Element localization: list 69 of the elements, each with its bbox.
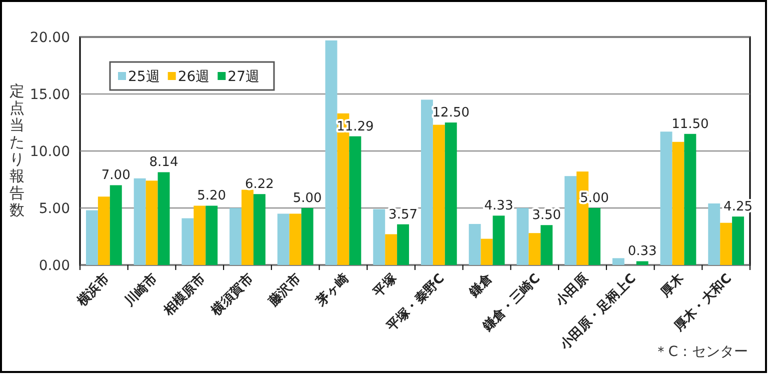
bar [468, 224, 481, 265]
bar [564, 176, 577, 265]
bar [540, 225, 553, 265]
y-axis-title: 定点当たり報告数 [10, 82, 24, 219]
data-label: 0.33 [628, 244, 657, 260]
bar [301, 208, 314, 265]
x-tick-label: 茅ヶ崎 [312, 270, 352, 310]
legend-label: 27週 [228, 69, 260, 85]
bar [349, 136, 362, 265]
bar [528, 233, 541, 265]
bar [242, 190, 254, 265]
x-tick-label: 川崎市 [121, 270, 161, 310]
data-label: 11.50 [672, 116, 709, 132]
bar [277, 214, 290, 265]
bar [158, 172, 170, 265]
bar [206, 206, 218, 265]
bar [385, 234, 398, 265]
bar [444, 122, 457, 265]
bar [325, 40, 338, 265]
bar [86, 210, 98, 265]
bar [98, 196, 110, 265]
legend-label: 26週 [178, 69, 210, 85]
y-tick-label: 20.00 [30, 30, 70, 46]
bar [516, 208, 529, 265]
bar [732, 216, 744, 265]
data-label: 8.14 [149, 155, 178, 170]
x-tick-label: 相模原市 [160, 270, 208, 320]
y-tick-label: 5.00 [38, 201, 70, 217]
data-label: 3.50 [532, 208, 562, 224]
bar [720, 222, 732, 265]
bar [420, 100, 433, 265]
bar [289, 214, 302, 265]
data-label: 5.00 [292, 191, 322, 206]
bar [397, 224, 410, 265]
bar [146, 180, 158, 265]
bar [134, 178, 146, 265]
data-label: 5.20 [197, 188, 226, 204]
text: ＊C：センター [654, 344, 748, 360]
data-label: 3.57 [388, 207, 418, 222]
data-label: 12.50 [432, 106, 470, 120]
x-tick-label: 平塚 [370, 270, 401, 301]
y-tick-label: 0.00 [38, 258, 70, 274]
bar [708, 203, 720, 265]
bar [492, 216, 505, 265]
x-tick-label: 藤沢市 [264, 270, 304, 310]
x-tick-label: 鎌倉 [466, 270, 496, 301]
legend-label: 25週 [128, 69, 160, 85]
bar [636, 261, 648, 265]
y-tick-label: 10.00 [30, 144, 70, 160]
x-tick-label: 横須賀市 [208, 270, 256, 320]
data-label: 6.22 [244, 177, 274, 192]
bar [253, 194, 266, 265]
bar [612, 258, 624, 265]
data-label: 7.00 [101, 168, 130, 184]
x-tick-label: 小田原 [552, 271, 592, 310]
bar [194, 206, 206, 265]
x-tick-label: 横浜市 [73, 270, 113, 310]
bar [480, 238, 493, 265]
bar [660, 132, 672, 265]
bar [432, 124, 445, 265]
bar [672, 142, 684, 265]
bar [684, 134, 696, 265]
bar [182, 218, 194, 265]
y-tick-label: 15.00 [30, 87, 70, 103]
bar [110, 185, 122, 265]
bar [230, 208, 242, 265]
x-tick-label: 厚木 [657, 270, 688, 301]
bar [373, 209, 386, 265]
bar [588, 208, 600, 265]
